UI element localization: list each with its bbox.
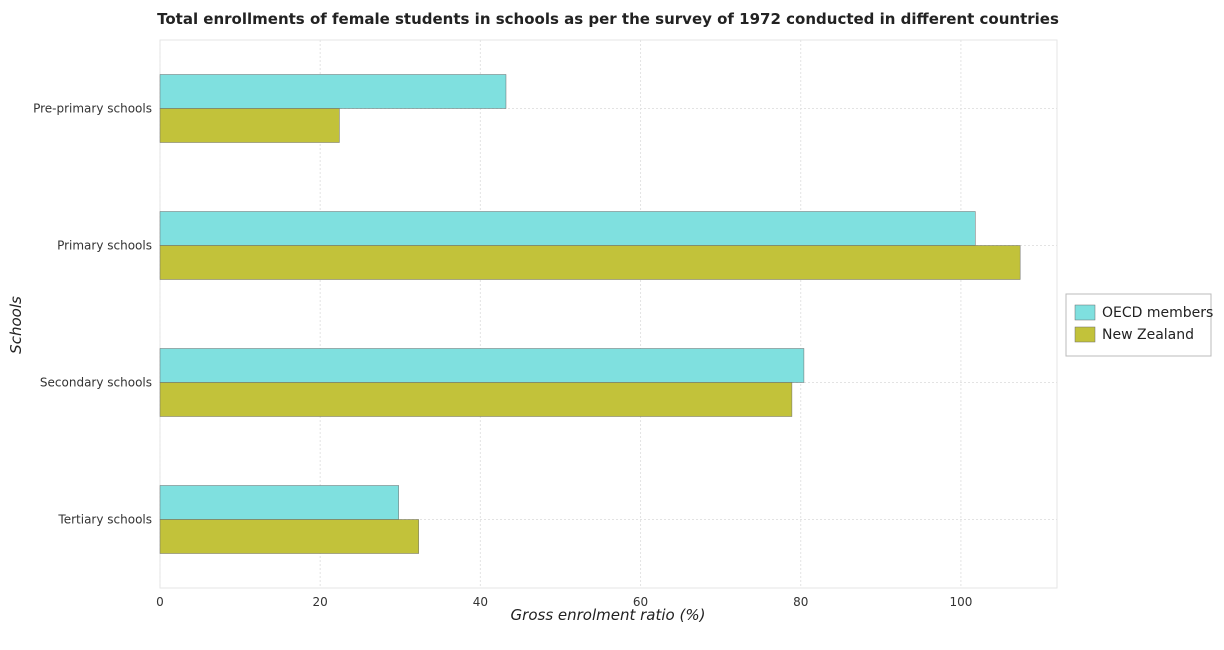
x-tick-label: 40 [473,595,488,609]
bar-new-zealand-1 [159,245,1021,280]
x-axis-label: Gross enrolment ratio (%) [511,606,706,624]
x-tick-label: 60 [633,595,648,609]
bar-oecd-members-3 [159,485,399,520]
x-tick-label: 80 [793,595,808,609]
bar-new-zealand-3 [159,519,419,554]
y-tick-label: Secondary schools [40,376,152,390]
y-tick-label: Tertiary schools [57,513,152,527]
legend-swatch [1074,304,1096,321]
x-tick-label: 0 [156,595,164,609]
y-tick-label: Primary schools [57,239,152,253]
x-tick-label: 20 [313,595,328,609]
x-tick-label: 100 [949,595,972,609]
legend-label: New Zealand [1102,327,1194,343]
legend-box [1065,293,1212,357]
legend-label: OECD members [1102,305,1213,321]
y-tick-label: Pre-primary schools [33,102,152,116]
bar-new-zealand-0 [159,108,340,143]
x-axis-ticks: 0 20 40 60 80 100 [156,595,972,609]
chart-title: Total enrollments of female students in … [157,10,1059,28]
y-axis-label: Schools [7,296,25,354]
bar-oecd-members-1 [159,211,976,246]
y-axis-ticks: Pre-primary schools Primary schools Second… [33,102,152,527]
bar-oecd-members-2 [159,348,805,383]
bar-oecd-members-0 [159,74,507,109]
legend-swatch [1074,326,1096,343]
bar-new-zealand-2 [159,382,793,417]
bars [159,74,1021,554]
legend: OECD members New Zealand [1065,293,1213,357]
